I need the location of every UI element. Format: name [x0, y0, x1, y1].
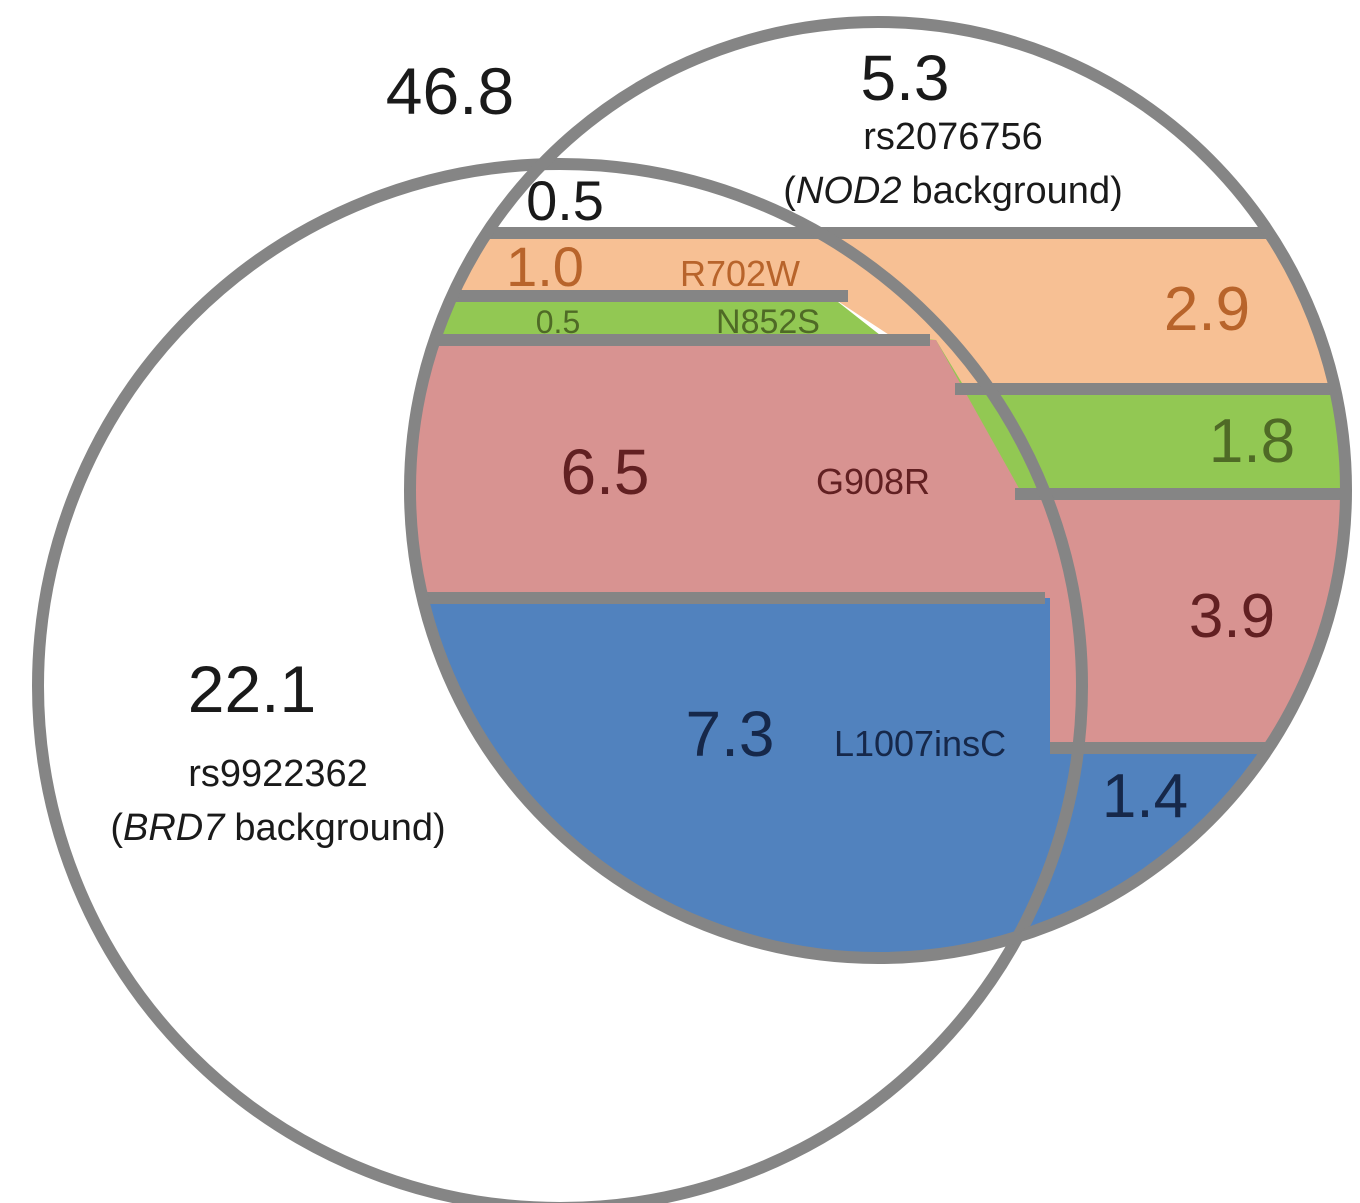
n852s-nod2-value: 1.8 [1209, 407, 1295, 476]
g908r-nod2-value: 3.9 [1189, 582, 1275, 651]
nod2-background-label: (NOD2 background) [783, 170, 1122, 212]
brd7-snp-label: rs9922362 [188, 753, 368, 795]
n852s-overlap-value: 0.5 [536, 304, 580, 340]
brd7-background-suffix: background) [234, 807, 445, 849]
intersection-top-value: 0.5 [526, 169, 604, 232]
nod2-circle [404, 16, 1352, 964]
nod2-snp-label: rs2076756 [863, 116, 1043, 158]
g908r-overlap-value: 6.5 [561, 436, 650, 508]
brd7-gene-name: BRD7 [123, 807, 226, 849]
r702w-nod2-value: 2.9 [1164, 275, 1250, 344]
g908r-band [410, 340, 1346, 748]
l1007insc-nod2-value: 1.4 [1102, 762, 1188, 831]
r702w-band [410, 233, 1346, 383]
g908r-label: G908R [816, 461, 930, 502]
r702w-label: R702W [680, 253, 800, 294]
brd7-background-label: (BRD7 background) [110, 807, 445, 849]
outside-value: 46.8 [386, 54, 514, 128]
l1007insc-band [410, 598, 1346, 958]
nod2-open-paren: ( [783, 170, 796, 212]
n852s-band-nod2 [962, 383, 1346, 490]
n852s-label: N852S [716, 303, 820, 341]
r702w-overlap-value: 1.0 [506, 235, 584, 298]
brd7-open-paren: ( [110, 807, 123, 849]
brd7-circle [32, 158, 1088, 1203]
l1007insc-label: L1007insC [834, 723, 1006, 764]
brd7-only-value: 22.1 [188, 652, 316, 726]
nod2-only-value: 5.3 [861, 42, 950, 114]
nod2-gene-name: NOD2 [796, 170, 902, 212]
nod2-background-suffix: background) [911, 170, 1122, 212]
l1007insc-overlap-value: 7.3 [686, 698, 775, 770]
